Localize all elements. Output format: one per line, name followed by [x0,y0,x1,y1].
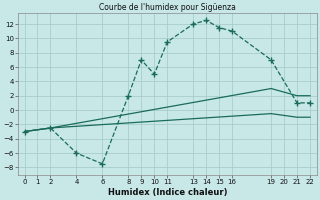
X-axis label: Humidex (Indice chaleur): Humidex (Indice chaleur) [108,188,227,197]
Title: Courbe de l'humidex pour Sigüenza: Courbe de l'humidex pour Sigüenza [99,3,236,12]
